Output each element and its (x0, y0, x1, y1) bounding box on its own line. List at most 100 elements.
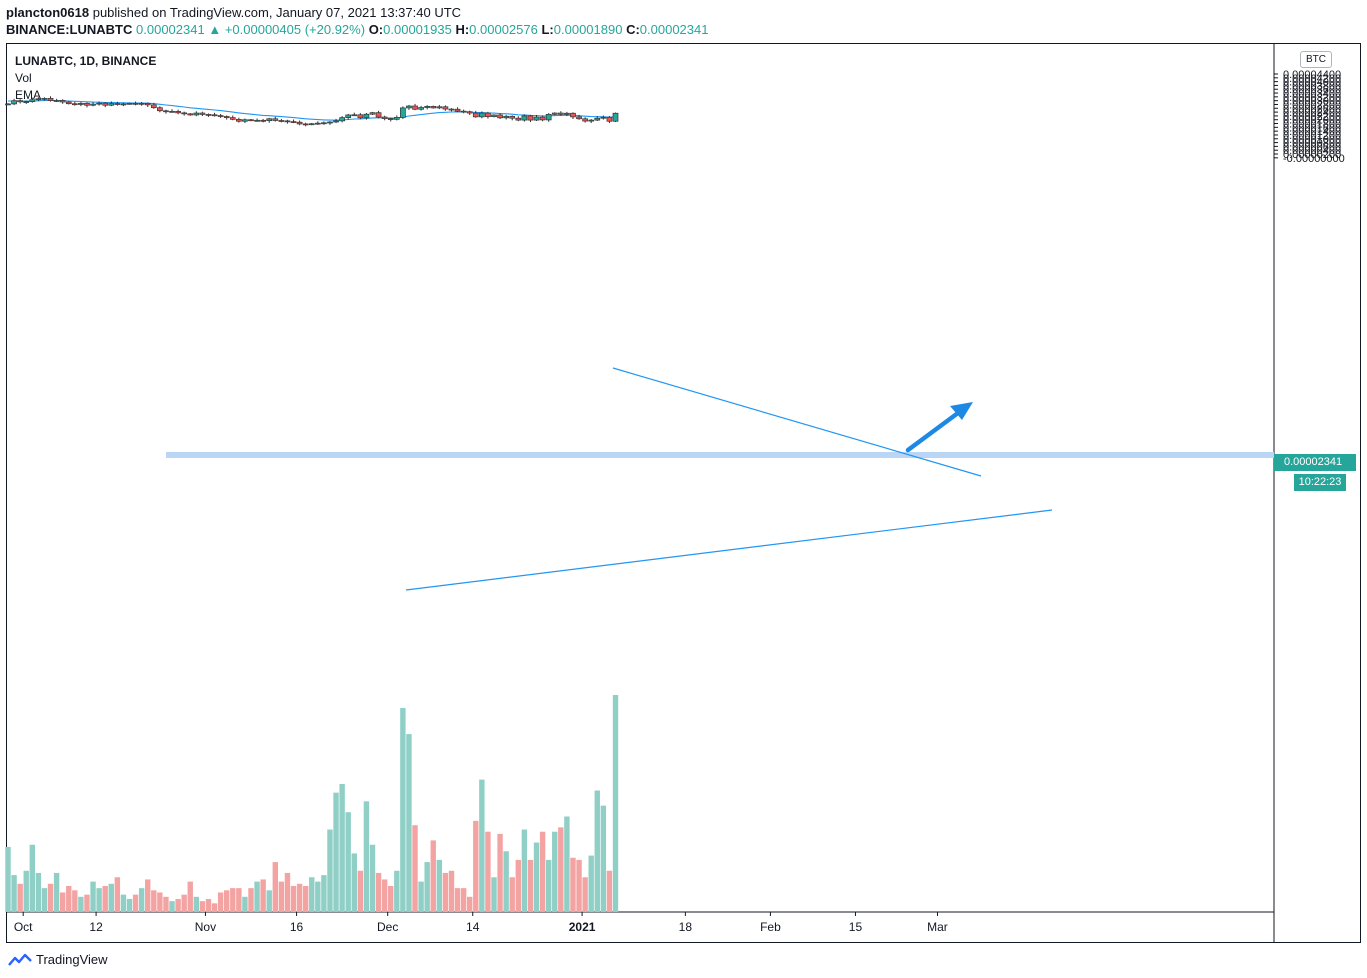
candle-body (582, 118, 588, 122)
candle-body (223, 116, 230, 118)
volume-bar (479, 779, 485, 912)
candle-body (557, 112, 564, 115)
volume-bar (29, 844, 35, 912)
volume-bar (588, 855, 594, 912)
y-axis-label: 0.00004200 (1283, 73, 1341, 85)
candle-body (442, 106, 449, 110)
breakout-arrow-head (950, 402, 973, 420)
y-axis-label: 0.00003000 (1283, 96, 1341, 108)
currency-badge[interactable]: BTC (1300, 51, 1332, 68)
candle-body (369, 112, 376, 115)
y-axis-label: 0.00002800 (1283, 99, 1341, 111)
volume-bar (321, 875, 327, 912)
volume-bar (120, 894, 127, 912)
candle-body (375, 112, 382, 118)
candle-body (588, 119, 595, 122)
volume-bar (114, 877, 121, 912)
volume-bar (272, 862, 278, 912)
candle-body (132, 102, 139, 105)
volume-bar (351, 853, 357, 912)
y-axis-label: 0.00001600 (1283, 122, 1341, 134)
volume-bar (59, 892, 66, 912)
volume-bar (558, 827, 564, 912)
volume-bar (570, 857, 576, 912)
volume-bar (363, 801, 370, 912)
candle-body (430, 106, 437, 109)
price-change: +0.00000405 (+20.92%) (224, 22, 366, 37)
candle-body (296, 121, 303, 125)
candle-body (491, 114, 497, 118)
y-axis-label: 0.00001800 (1283, 119, 1341, 131)
candle-body (108, 103, 115, 106)
legend-vol[interactable]: Vol (15, 71, 32, 85)
candle-body (351, 114, 358, 117)
candle-body (11, 100, 17, 105)
volume-bar (187, 881, 193, 912)
candle-body (284, 120, 291, 123)
volume-bar (78, 896, 84, 912)
y-axis-label: 0.00002200 (1283, 111, 1341, 123)
candle-body (217, 115, 224, 117)
candle-body (175, 110, 181, 114)
x-axis-label: 14 (466, 920, 480, 934)
chart-legend: LUNABTC, 1D, BINANCE Vol EMA (15, 53, 156, 104)
volume-bar (309, 877, 315, 912)
candle-body (205, 114, 212, 116)
footer-brand[interactable]: TradingView (36, 952, 108, 967)
y-axis-label: 0.00003600 (1283, 84, 1341, 96)
volume-bar (564, 816, 570, 912)
volume-bar (302, 885, 309, 912)
candle-body (448, 108, 455, 111)
volume-bar (485, 831, 491, 912)
candle-body (248, 119, 254, 122)
candle-body (211, 114, 218, 117)
candle-body (454, 108, 461, 112)
volume-bar (248, 888, 254, 912)
volume-bar (406, 734, 412, 912)
volume-bar (17, 883, 23, 912)
volume-bar (242, 896, 248, 912)
volume-bar (582, 877, 588, 912)
volume-bar (394, 870, 400, 912)
open-value: 0.00001935 (383, 22, 452, 37)
y-axis-label: 0.00001000 (1283, 134, 1341, 146)
candle-body (35, 98, 42, 101)
volume-bar (151, 890, 157, 912)
volume-bar (138, 888, 145, 912)
candle-body (345, 114, 352, 118)
ohlc-bar: BINANCE:LUNABTC 0.00002341 ▲ +0.00000405… (6, 22, 708, 37)
volume-bar (600, 805, 607, 912)
candle-body (96, 102, 102, 105)
volume-bar (315, 881, 321, 912)
y-axis-label: 0.00004400 (1283, 69, 1341, 81)
candle-body (497, 114, 503, 119)
candle-body (126, 102, 133, 105)
author[interactable]: plancton0618 (6, 5, 90, 20)
volume-bar (333, 792, 339, 912)
close-label: C: (626, 22, 640, 37)
legend-title[interactable]: LUNABTC, 1D, BINANCE (15, 54, 157, 68)
candle-body (308, 123, 315, 126)
candle-body (114, 103, 121, 105)
volume-bar (193, 896, 200, 912)
candle-body (290, 121, 297, 123)
candle-body (53, 100, 60, 102)
candle-body (272, 118, 279, 121)
x-axis-label: 16 (290, 920, 304, 934)
tradingview-logo-icon (8, 953, 32, 966)
volume-bar (339, 783, 345, 912)
candle-body (570, 112, 576, 118)
candle-body (466, 111, 473, 114)
low-label: L: (541, 22, 554, 37)
candle-body (472, 112, 479, 118)
candle-body (144, 102, 151, 106)
volume-bar (539, 831, 546, 912)
candle-body (521, 115, 528, 121)
footer: TradingView (8, 952, 108, 967)
y-axis-label: 0.00004000 (1283, 77, 1341, 89)
volume-bar (205, 898, 212, 912)
legend-ema[interactable]: EMA (15, 88, 42, 102)
candle-body (59, 100, 66, 103)
candle-body (612, 112, 619, 122)
